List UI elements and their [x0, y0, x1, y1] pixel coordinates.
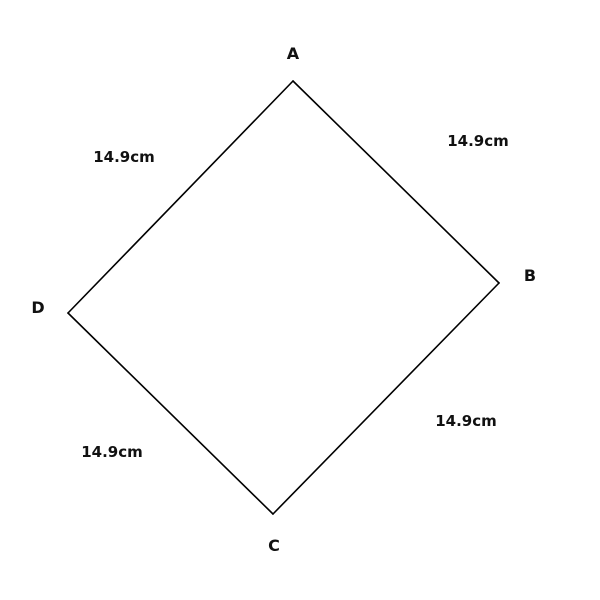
side-cd [67, 312, 274, 515]
side-ab [292, 80, 500, 284]
vertex-label-b: B [524, 266, 536, 285]
side-da [67, 80, 294, 314]
side-length-label-ab: 14.9cm [447, 132, 509, 150]
vertex-label-d: D [31, 298, 44, 317]
side-length-label-bc: 14.9cm [435, 412, 497, 430]
vertex-label-a: A [287, 44, 300, 63]
side-bc [272, 282, 500, 515]
side-length-label-da: 14.9cm [93, 148, 155, 166]
side-length-label-cd: 14.9cm [81, 443, 143, 461]
vertex-label-c: C [268, 536, 280, 555]
